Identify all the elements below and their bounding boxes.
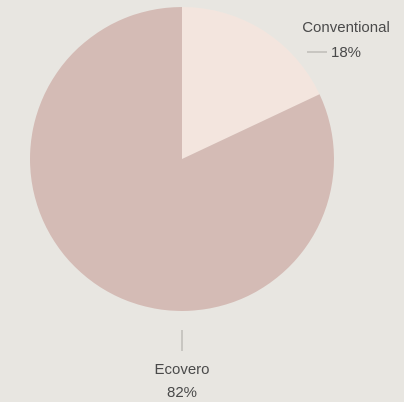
pie-labels: Conventional 18% Ecovero 82% xyxy=(154,19,389,401)
leader-lines xyxy=(181,51,327,351)
slice-label-ecovero: Ecovero xyxy=(154,361,209,378)
pie-slices xyxy=(29,7,334,311)
slice-value-conventional: 18% xyxy=(331,44,361,61)
pie-slice-conventional xyxy=(182,7,320,159)
slice-label-conventional: Conventional xyxy=(302,19,390,36)
pie-slice-ecovero xyxy=(29,7,334,311)
slice-value-ecovero: 82% xyxy=(167,384,197,401)
